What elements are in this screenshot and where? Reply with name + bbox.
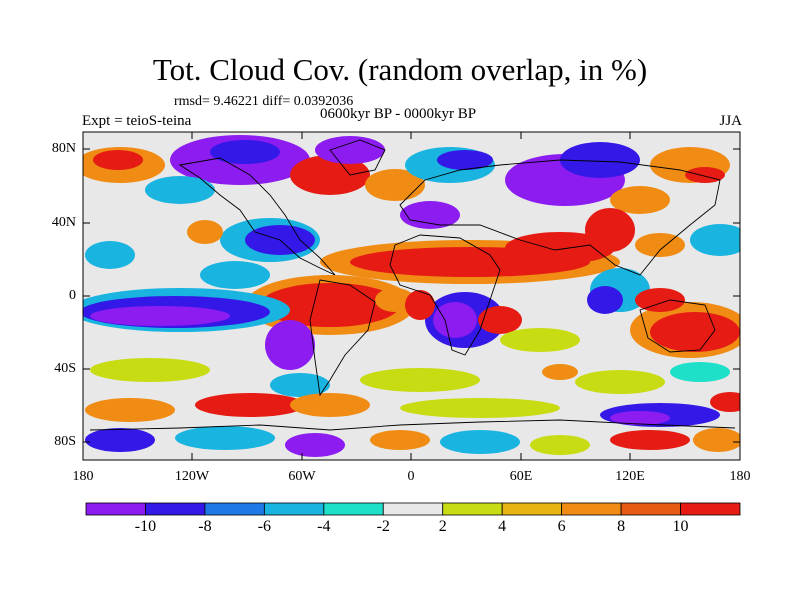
lon-label-120e: 120E bbox=[615, 469, 645, 484]
colorbar-label: -8 bbox=[198, 518, 212, 535]
colorbar bbox=[85, 502, 741, 516]
season-label: JJA bbox=[719, 113, 742, 129]
colorbar-label: -6 bbox=[257, 518, 272, 535]
lon-label-60e: 60E bbox=[509, 469, 533, 484]
lat-label-40n: 40N bbox=[51, 215, 76, 230]
period-label: 0600kyr BP - 0000kyr BP bbox=[320, 106, 477, 122]
lon-label-180e: 180 bbox=[729, 469, 751, 484]
lon-label-60w: 60W bbox=[288, 469, 316, 484]
colorbar-swatch bbox=[145, 502, 206, 516]
lat-ticks bbox=[83, 148, 740, 443]
coastlines bbox=[89, 139, 736, 431]
colorbar-swatch bbox=[263, 502, 325, 516]
lat-label-80n: 80N bbox=[51, 141, 76, 156]
colorbar-label: 10 bbox=[672, 518, 689, 535]
lat-label-80s: 80S bbox=[54, 434, 76, 449]
lon-label-0: 0 bbox=[407, 469, 415, 484]
lon-ticks bbox=[191, 132, 631, 460]
colorbar-label: 8 bbox=[617, 518, 626, 535]
colorbar-swatch bbox=[620, 502, 681, 516]
experiment-label: Expt = teioS-teina bbox=[82, 113, 192, 129]
colorbar-label: 4 bbox=[498, 518, 507, 535]
colorbar-swatch bbox=[561, 502, 622, 516]
colorbar-swatch bbox=[382, 502, 444, 516]
colorbar-swatch bbox=[323, 502, 384, 516]
colorbar-label: -2 bbox=[376, 518, 390, 535]
lat-label-40s: 40S bbox=[54, 361, 76, 376]
map-field bbox=[83, 132, 740, 460]
colorbar-swatch bbox=[501, 502, 563, 516]
stats-text: rmsd= 9.46221 diff= 0.0392036 bbox=[174, 94, 354, 109]
colorbar-label: 6 bbox=[557, 518, 566, 535]
lon-label-120w: 120W bbox=[174, 469, 210, 484]
colorbar-swatch bbox=[442, 502, 503, 516]
colorbar-label: 2 bbox=[438, 518, 447, 535]
lon-label-180w: 180 bbox=[72, 469, 94, 484]
colorbar-swatch bbox=[204, 502, 265, 516]
colorbar-label: -10 bbox=[134, 518, 157, 535]
colorbar-swatch bbox=[680, 502, 741, 516]
plot-title: Tot. Cloud Cov. (random overlap, in %) bbox=[152, 52, 648, 87]
colorbar-label: -4 bbox=[317, 518, 331, 535]
lat-label-0: 0 bbox=[69, 288, 76, 303]
colorbar-swatch bbox=[85, 502, 146, 516]
